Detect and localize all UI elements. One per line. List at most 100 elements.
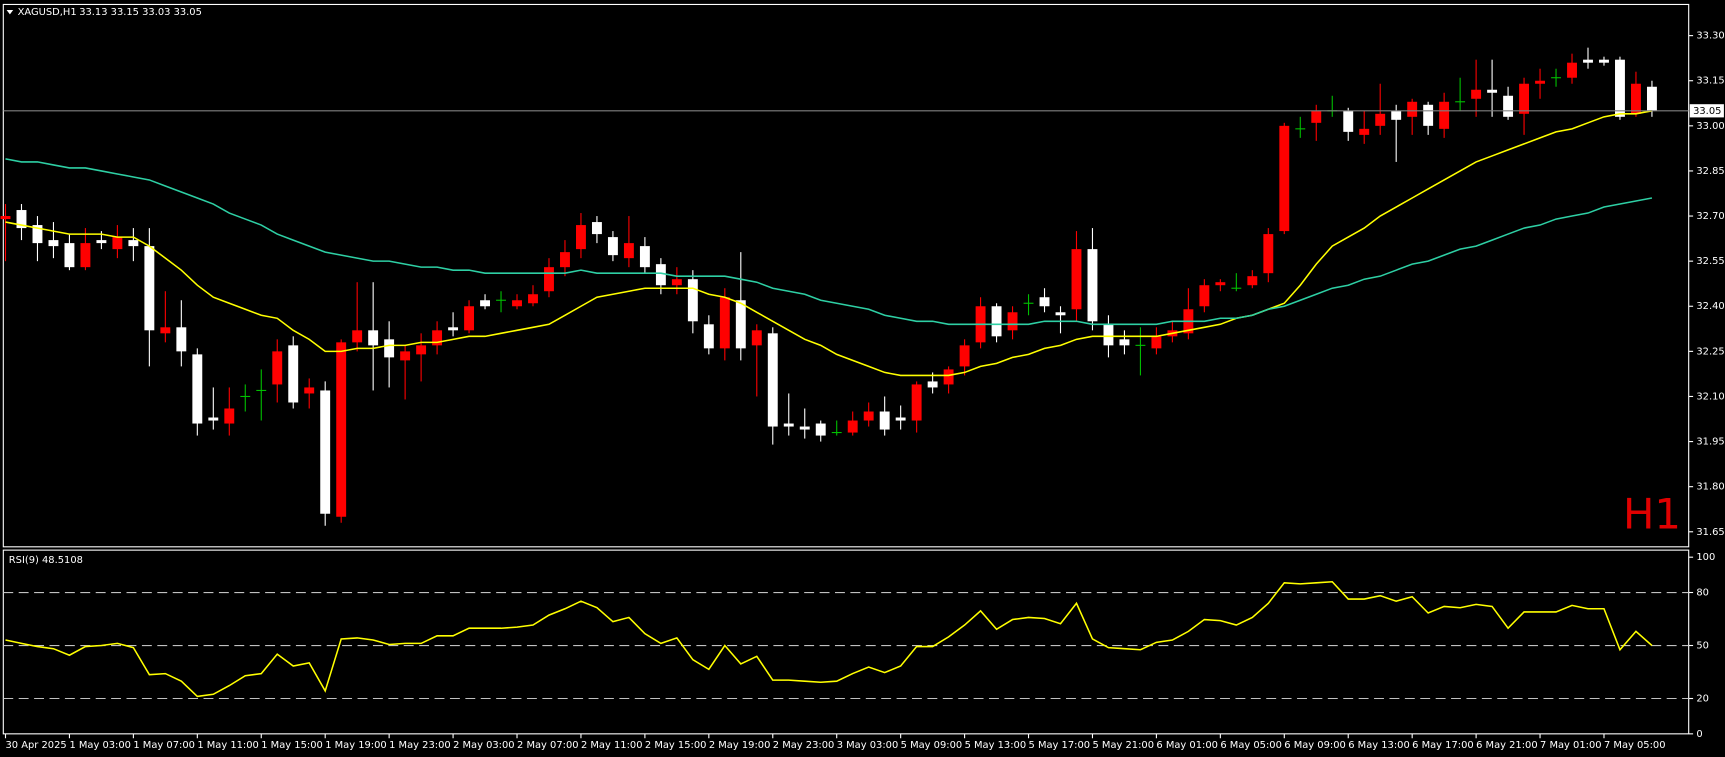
x-tick-label: 5 May 13:00 [965,740,1027,751]
x-tick-label: 2 May 23:00 [773,740,835,751]
candle-body [1199,285,1210,307]
x-tick-label: 2 May 03:00 [453,740,515,751]
x-tick-label: 6 May 13:00 [1348,740,1410,751]
candle-body [176,327,187,352]
indicator-line [5,580,1653,698]
candle-body [48,240,59,247]
y-tick-label: 32.10 [1696,391,1724,402]
candle-body [751,330,762,346]
x-tick-label: 6 May 21:00 [1476,740,1538,751]
candle-body [1343,110,1354,132]
y-tick-label: 50 [1696,641,1709,652]
y-tick-label: 32.40 [1696,301,1724,312]
candle-body [320,390,331,514]
candle-body [639,246,650,268]
y-tick-label: 80 [1696,588,1709,599]
candle-body [128,240,139,247]
candle-body [544,267,554,292]
x-tick-label: 2 May 07:00 [517,740,579,751]
rsi-pane-frame [2,549,1690,735]
candle-body [1567,62,1577,78]
candle-body [0,216,11,220]
candle-body [416,345,427,355]
indicator-line [5,110,1653,377]
candle-body [687,279,698,322]
y-tick-label: 33.30 [1696,31,1724,42]
indicator-line [5,158,1653,326]
x-tick-label: 30 Apr 2025 [6,740,67,751]
candle-body [1631,83,1641,114]
candle-body [927,381,938,388]
candle-body [943,369,954,385]
candle-body [368,330,379,346]
candle-body [560,252,570,268]
y-tick-label: 31.95 [1696,437,1724,448]
candle-body [288,345,299,403]
candle-body [735,300,746,349]
candle-body [1055,312,1066,316]
candle-body [1119,339,1130,346]
candle-body [208,417,219,421]
y-tick-label: 33.15 [1696,76,1724,87]
x-tick-label: 6 May 01:00 [1156,740,1218,751]
candle-body [352,330,363,343]
candle-body [576,225,586,250]
candle-body [1583,59,1593,63]
candle-body [703,324,714,349]
candle-body [1423,104,1434,126]
candle-body [895,417,906,421]
x-tick-label: 1 May 11:00 [197,740,259,751]
candle-body [1615,59,1625,117]
main-pane-frame [2,3,1690,548]
candle-body [512,300,522,307]
candle-body [112,237,123,250]
candle-body [911,384,922,421]
candle-body [991,306,1002,337]
candle-body [1007,312,1018,331]
x-tick-label: 6 May 17:00 [1412,740,1474,751]
candle-body [528,294,538,304]
y-tick-label: 33.00 [1696,121,1724,132]
candle-body [448,327,459,331]
candle-body [959,345,970,367]
candle-body [192,354,203,424]
candle-body [1039,297,1050,307]
x-tick-label: 6 May 05:00 [1220,740,1282,751]
x-tick-label: 7 May 01:00 [1540,740,1602,751]
candle-body [1311,110,1322,123]
candle-body [1391,110,1402,120]
candle-body [16,210,27,229]
x-tick-label: 2 May 11:00 [581,740,643,751]
candle-body [1359,128,1370,135]
candle-body [591,222,602,235]
x-tick-label: 5 May 21:00 [1092,740,1154,751]
candle-body [671,279,682,286]
candle-body [1151,336,1162,349]
candle-body [144,246,155,331]
candle-body [64,243,75,268]
x-tick-label: 5 May 17:00 [1029,740,1091,751]
x-tick-label: 2 May 19:00 [709,740,771,751]
candle-body [1247,276,1258,286]
symbol-menu-arrow[interactable] [6,9,14,15]
candle-body [815,423,826,436]
candle-body [863,411,874,421]
candle-body [879,411,890,430]
candle-body [655,264,666,286]
candle-body [32,225,43,244]
y-tick-label: 32.55 [1696,256,1724,267]
candle-body [1407,101,1418,117]
x-tick-label: 1 May 07:00 [133,740,195,751]
candle-body [1071,249,1082,310]
y-tick-label: 0 [1696,729,1702,740]
candle-body [1439,101,1450,129]
candle-body [1215,282,1226,286]
candle-body [304,387,315,394]
candle-body [336,342,347,517]
last-price-label: 33.05 [1693,106,1721,117]
candle-body [1087,249,1098,322]
candle-body [607,237,618,256]
candle-body [623,243,634,259]
